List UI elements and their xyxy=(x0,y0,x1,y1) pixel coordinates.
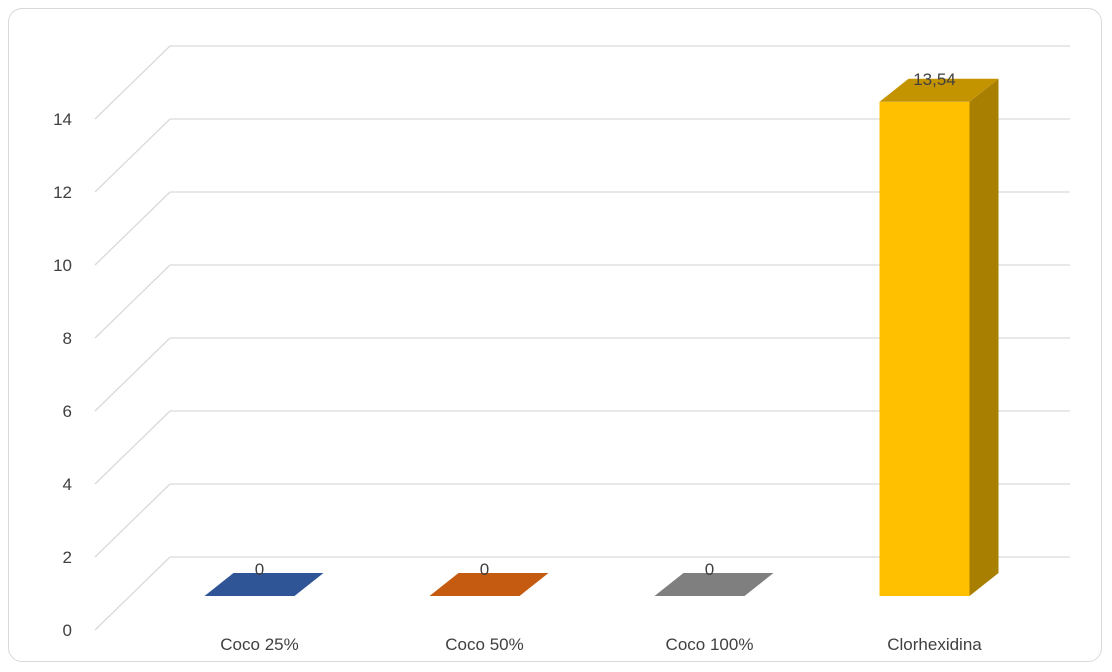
gridline-diagonal-2 xyxy=(94,483,171,558)
y-tick-label: 0 xyxy=(63,621,72,640)
x-category-label: Clorhexidina xyxy=(887,635,982,654)
y-axis-ticks: 0 2 4 6 8 10 12 14 xyxy=(53,110,72,640)
data-label: 0 xyxy=(705,560,714,579)
y-tick-label: 8 xyxy=(63,329,72,348)
data-labels: 0 0 0 13,54 xyxy=(255,70,956,579)
y-tick-label: 2 xyxy=(63,548,72,567)
bar-4-side xyxy=(969,78,999,597)
x-axis-categories: Coco 25% Coco 50% Coco 100% Clorhexidina xyxy=(220,635,982,654)
gridline-diagonal-12 xyxy=(94,118,171,193)
gridline-diagonal-14 xyxy=(94,45,171,120)
data-label: 0 xyxy=(255,560,264,579)
bars xyxy=(204,78,999,597)
y-tick-label: 10 xyxy=(53,256,72,275)
gridline-diagonal-10 xyxy=(94,191,171,266)
y-tick-label: 14 xyxy=(53,110,72,129)
y-tick-label: 6 xyxy=(63,402,72,421)
gridline-diagonal-0 xyxy=(94,556,171,631)
bar-2-top xyxy=(429,573,549,596)
x-category-label: Coco 50% xyxy=(445,635,523,654)
x-category-label: Coco 100% xyxy=(666,635,754,654)
bar-3-top xyxy=(654,573,774,596)
gridline-diagonal-8 xyxy=(94,264,171,339)
gridline-diagonal-6 xyxy=(94,337,171,412)
bar-1-top xyxy=(204,573,324,596)
y-tick-label: 12 xyxy=(53,183,72,202)
y-tick-label: 4 xyxy=(63,475,72,494)
bar-4-front xyxy=(879,101,970,596)
data-label: 0 xyxy=(480,560,489,579)
bar-4-top xyxy=(879,78,999,102)
gridline-diagonal-4 xyxy=(94,410,171,485)
data-label: 13,54 xyxy=(913,70,956,89)
x-category-label: Coco 25% xyxy=(220,635,298,654)
